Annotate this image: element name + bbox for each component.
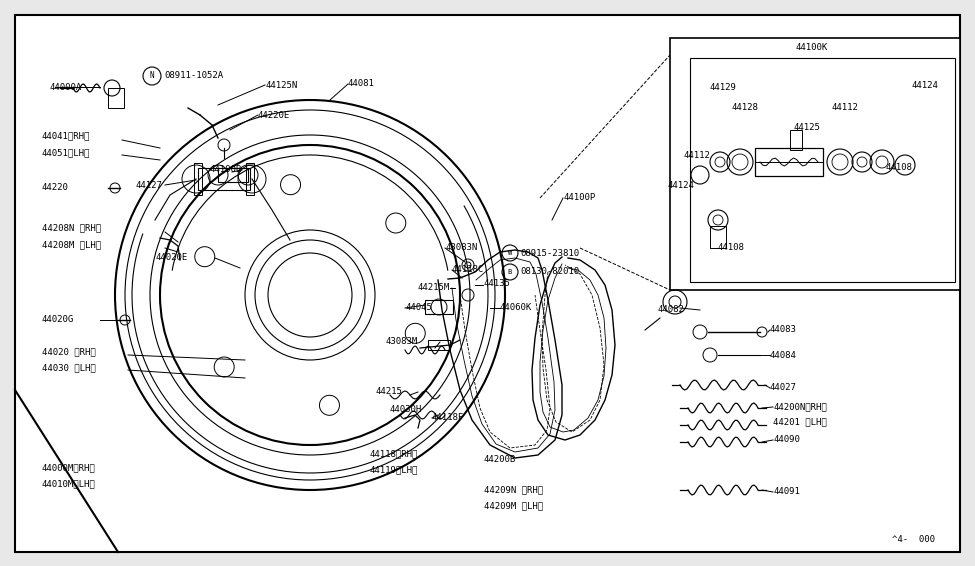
Text: 44084: 44084	[770, 350, 797, 359]
Text: 44200N〈RH〉: 44200N〈RH〉	[773, 402, 827, 411]
Text: 44215: 44215	[375, 388, 402, 397]
Bar	[425, 300, 453, 314]
Text: 44100K: 44100K	[796, 44, 828, 53]
Text: 44082: 44082	[657, 306, 683, 315]
Text: 44119〈LH〉: 44119〈LH〉	[370, 465, 418, 474]
Text: 44090: 44090	[773, 435, 800, 444]
Text: 44100P: 44100P	[563, 194, 596, 203]
Text: 44091: 44091	[773, 487, 800, 496]
Text: 44208M 〈LH〉: 44208M 〈LH〉	[42, 241, 101, 250]
Text: 44209N 〈RH〉: 44209N 〈RH〉	[484, 486, 543, 495]
Text: 44083: 44083	[770, 325, 797, 335]
Text: 44020G: 44020G	[42, 315, 74, 324]
Text: 44020 〈RH〉: 44020 〈RH〉	[42, 348, 96, 357]
Text: 44125: 44125	[793, 123, 820, 132]
Text: 08911-1052A: 08911-1052A	[164, 71, 223, 80]
Text: 44060K: 44060K	[500, 303, 532, 312]
Text: 44215M: 44215M	[418, 282, 450, 291]
Text: 44118C: 44118C	[452, 265, 485, 275]
Text: 44030H: 44030H	[390, 405, 422, 414]
Text: 44030 〈LH〉: 44030 〈LH〉	[42, 363, 96, 372]
Text: 44000M〈RH〉: 44000M〈RH〉	[42, 464, 96, 473]
Text: 43083N: 43083N	[445, 243, 477, 252]
Text: 44020E: 44020E	[155, 254, 187, 263]
Text: 44108: 44108	[718, 243, 745, 252]
Text: 44118F: 44118F	[432, 414, 464, 422]
Bar	[108, 88, 124, 108]
Text: 44125N: 44125N	[265, 80, 297, 89]
Text: 44118〈RH〉: 44118〈RH〉	[370, 449, 418, 458]
Text: W: W	[508, 250, 512, 256]
Bar	[218, 168, 248, 182]
Text: 44100B: 44100B	[210, 165, 242, 174]
Text: 44112: 44112	[683, 151, 710, 160]
Bar	[710, 226, 726, 248]
Text: 44112: 44112	[832, 104, 859, 113]
Text: 44135: 44135	[483, 278, 510, 288]
Text: 44209M 〈LH〉: 44209M 〈LH〉	[484, 501, 543, 511]
Bar	[194, 163, 202, 195]
Bar	[198, 168, 250, 190]
Bar	[790, 130, 802, 150]
Text: 44208N 〈RH〉: 44208N 〈RH〉	[42, 224, 101, 233]
Text: B: B	[508, 269, 512, 275]
Bar	[690, 58, 955, 282]
Text: 44127: 44127	[135, 181, 162, 190]
Text: 44220: 44220	[42, 183, 69, 192]
Text: 08130-82010: 08130-82010	[520, 268, 579, 277]
Text: 44000A: 44000A	[50, 83, 82, 92]
Text: 44201 〈LH〉: 44201 〈LH〉	[773, 418, 827, 427]
Text: 44108: 44108	[885, 164, 912, 173]
Text: 44220E: 44220E	[258, 110, 291, 119]
Text: 44045: 44045	[405, 303, 432, 312]
Bar	[755, 148, 823, 176]
Text: 44128: 44128	[732, 104, 759, 113]
Text: 44010M〈LH〉: 44010M〈LH〉	[42, 479, 96, 488]
Text: 44051〈LH〉: 44051〈LH〉	[42, 148, 91, 157]
Text: 44124: 44124	[912, 80, 939, 89]
Text: 44081: 44081	[348, 79, 374, 88]
Text: 08915-23810: 08915-23810	[520, 248, 579, 258]
Text: 44129: 44129	[710, 84, 737, 92]
Text: 44124: 44124	[668, 181, 695, 190]
Text: N: N	[150, 71, 154, 80]
Bar	[246, 163, 254, 195]
Text: 43083M: 43083M	[385, 337, 417, 346]
Text: 44200B: 44200B	[484, 456, 516, 465]
Text: 44041〈RH〉: 44041〈RH〉	[42, 131, 91, 140]
Text: 44027: 44027	[770, 384, 797, 392]
Text: ^4-  000: ^4- 000	[892, 535, 935, 544]
Bar	[670, 38, 960, 290]
Bar	[428, 340, 450, 350]
